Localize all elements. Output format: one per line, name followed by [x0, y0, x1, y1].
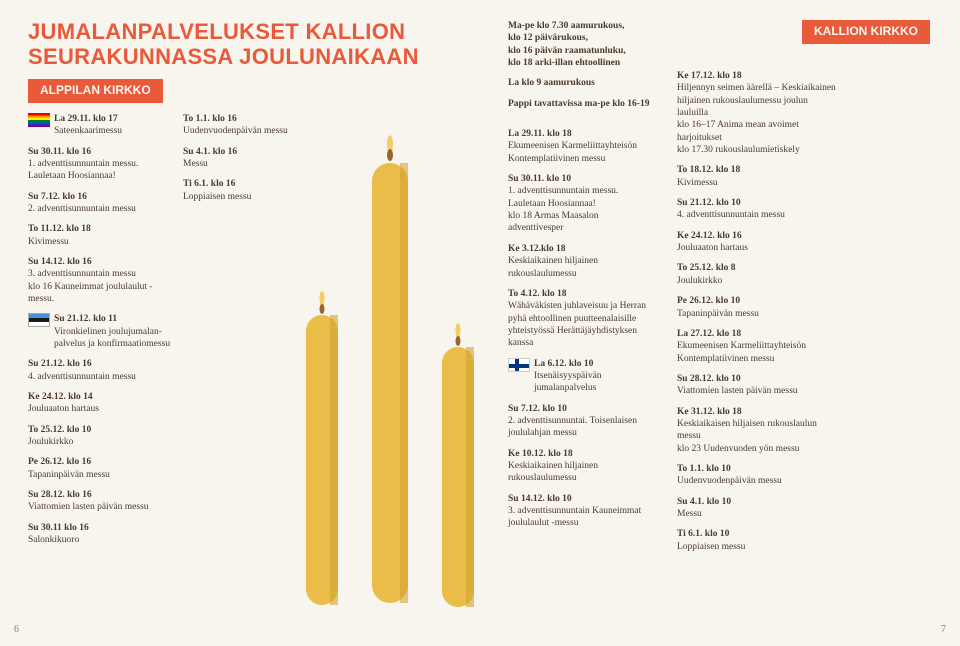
event-entry: Su 7.12. klo 102. adventtisunnuntai. Toi… — [508, 403, 653, 440]
page-number-right: 7 — [941, 623, 946, 636]
event-entry: Su 14.12. klo 163. adventtisunnuntain me… — [28, 256, 173, 305]
event-entry: Su 4.1. klo 16Messu — [183, 146, 303, 171]
event-entry: Ke 24.12. klo 16Jouluaaton hartaus — [677, 230, 837, 255]
event-entry: Su 7.12. klo 162. adventtisunnuntain mes… — [28, 191, 173, 216]
event-entry: Su 30.11. klo 161. adventtisunnuntain me… — [28, 146, 173, 183]
event-entry: Ti 6.1. klo 16Loppiaisen messu — [183, 178, 303, 203]
event-entry: La 6.12. klo 10Itsenäisyyspäivän jumalan… — [508, 358, 653, 395]
event-entry: To 18.12. klo 18Kivimessu — [677, 164, 837, 189]
event-entry: Su 28.12. klo 16Viattomien lasten päivän… — [28, 489, 173, 514]
column-1: La 29.11. klo 17Sateenkaarimessu Su 30.11… — [28, 113, 183, 555]
event-entry: Ke 24.12. klo 14Jouluaaton hartaus — [28, 391, 173, 416]
finland-flag-icon — [508, 358, 530, 372]
event-entry: Ke 10.12. klo 18Keskiaikainen hiljainen … — [508, 448, 653, 485]
event-entry: Su 28.12. klo 10Viattomien lasten päivän… — [677, 373, 837, 398]
event-entry: Su 14.12. klo 103. adventtisunnuntain Ka… — [508, 493, 653, 530]
event-entry: La 29.11. klo 18Ekumeenisen Karmeliittay… — [508, 128, 653, 165]
event-entry: To 1.1. klo 16Uudenvuodenpäivän messu — [183, 113, 303, 138]
column-4: Ke 17.12. klo 18Hiljennyn seimen äärellä… — [677, 20, 837, 561]
event-entry: Pe 26.12. klo 16Tapaninpäivän messu — [28, 456, 173, 481]
event-entry: Ke 17.12. klo 18Hiljennyn seimen äärellä… — [677, 70, 837, 156]
event-entry: Ke 3.12.klo 18Keskiaikainen hiljainen ru… — [508, 243, 653, 280]
event-entry: La 29.11. klo 17Sateenkaarimessu — [28, 113, 173, 138]
event-entry: La 27.12. klo 18Ekumeenisen Karmeliittay… — [677, 328, 837, 365]
event-entry: Pappi tavattavissa ma-pe klo 16-19 — [508, 98, 653, 110]
event-entry: Su 30.11 klo 16Salonkikuoro — [28, 522, 173, 547]
event-entry: Ma-pe klo 7.30 aamurukous, klo 12 päivär… — [508, 20, 653, 69]
event-entry: Su 4.1. klo 10Messu — [677, 496, 837, 521]
event-entry: Pe 26.12. klo 10Tapaninpäivän messu — [677, 295, 837, 320]
event-entry: Su 21.12. klo 164. adventtisunnuntain me… — [28, 358, 173, 383]
tag-alppilan: ALPPILAN KIRKKO — [28, 79, 163, 103]
event-entry: Su 21.12. klo 11Vironkielinen joulujumal… — [28, 313, 173, 350]
event-entry: To 1.1. klo 10Uudenvuodenpäivän messu — [677, 463, 837, 488]
estonia-flag-icon — [28, 313, 50, 327]
event-entry: To 4.12. klo 18Wähäväkisten juhlaveisuu … — [508, 288, 653, 350]
event-entry: To 25.12. klo 10Joulukirkko — [28, 424, 173, 449]
event-entry: To 11.12. klo 18Kivimessu — [28, 223, 173, 248]
page-number-left: 6 — [14, 623, 19, 636]
column-2: To 1.1. klo 16Uudenvuodenpäivän messu Su … — [183, 113, 313, 555]
event-entry: To 25.12. klo 8Joulukirkko — [677, 262, 837, 287]
event-entry: Su 30.11. klo 101. adventtisunnuntain me… — [508, 173, 653, 235]
rainbow-flag-icon — [28, 113, 50, 127]
event-entry: Ke 31.12. klo 18Keskiaikaisen hiljaisen … — [677, 406, 837, 455]
column-3: Ma-pe klo 7.30 aamurukous, klo 12 päivär… — [508, 20, 663, 561]
event-entry: Su 21.12. klo 104. adventtisunnuntain me… — [677, 197, 837, 222]
event-entry: La klo 9 aamurukous — [508, 77, 653, 89]
page-title: JUMALANPALVELUKSET KALLION SEURAKUNNASSA… — [28, 20, 508, 69]
event-entry: Ti 6.1. klo 10Loppiaisen messu — [677, 528, 837, 553]
